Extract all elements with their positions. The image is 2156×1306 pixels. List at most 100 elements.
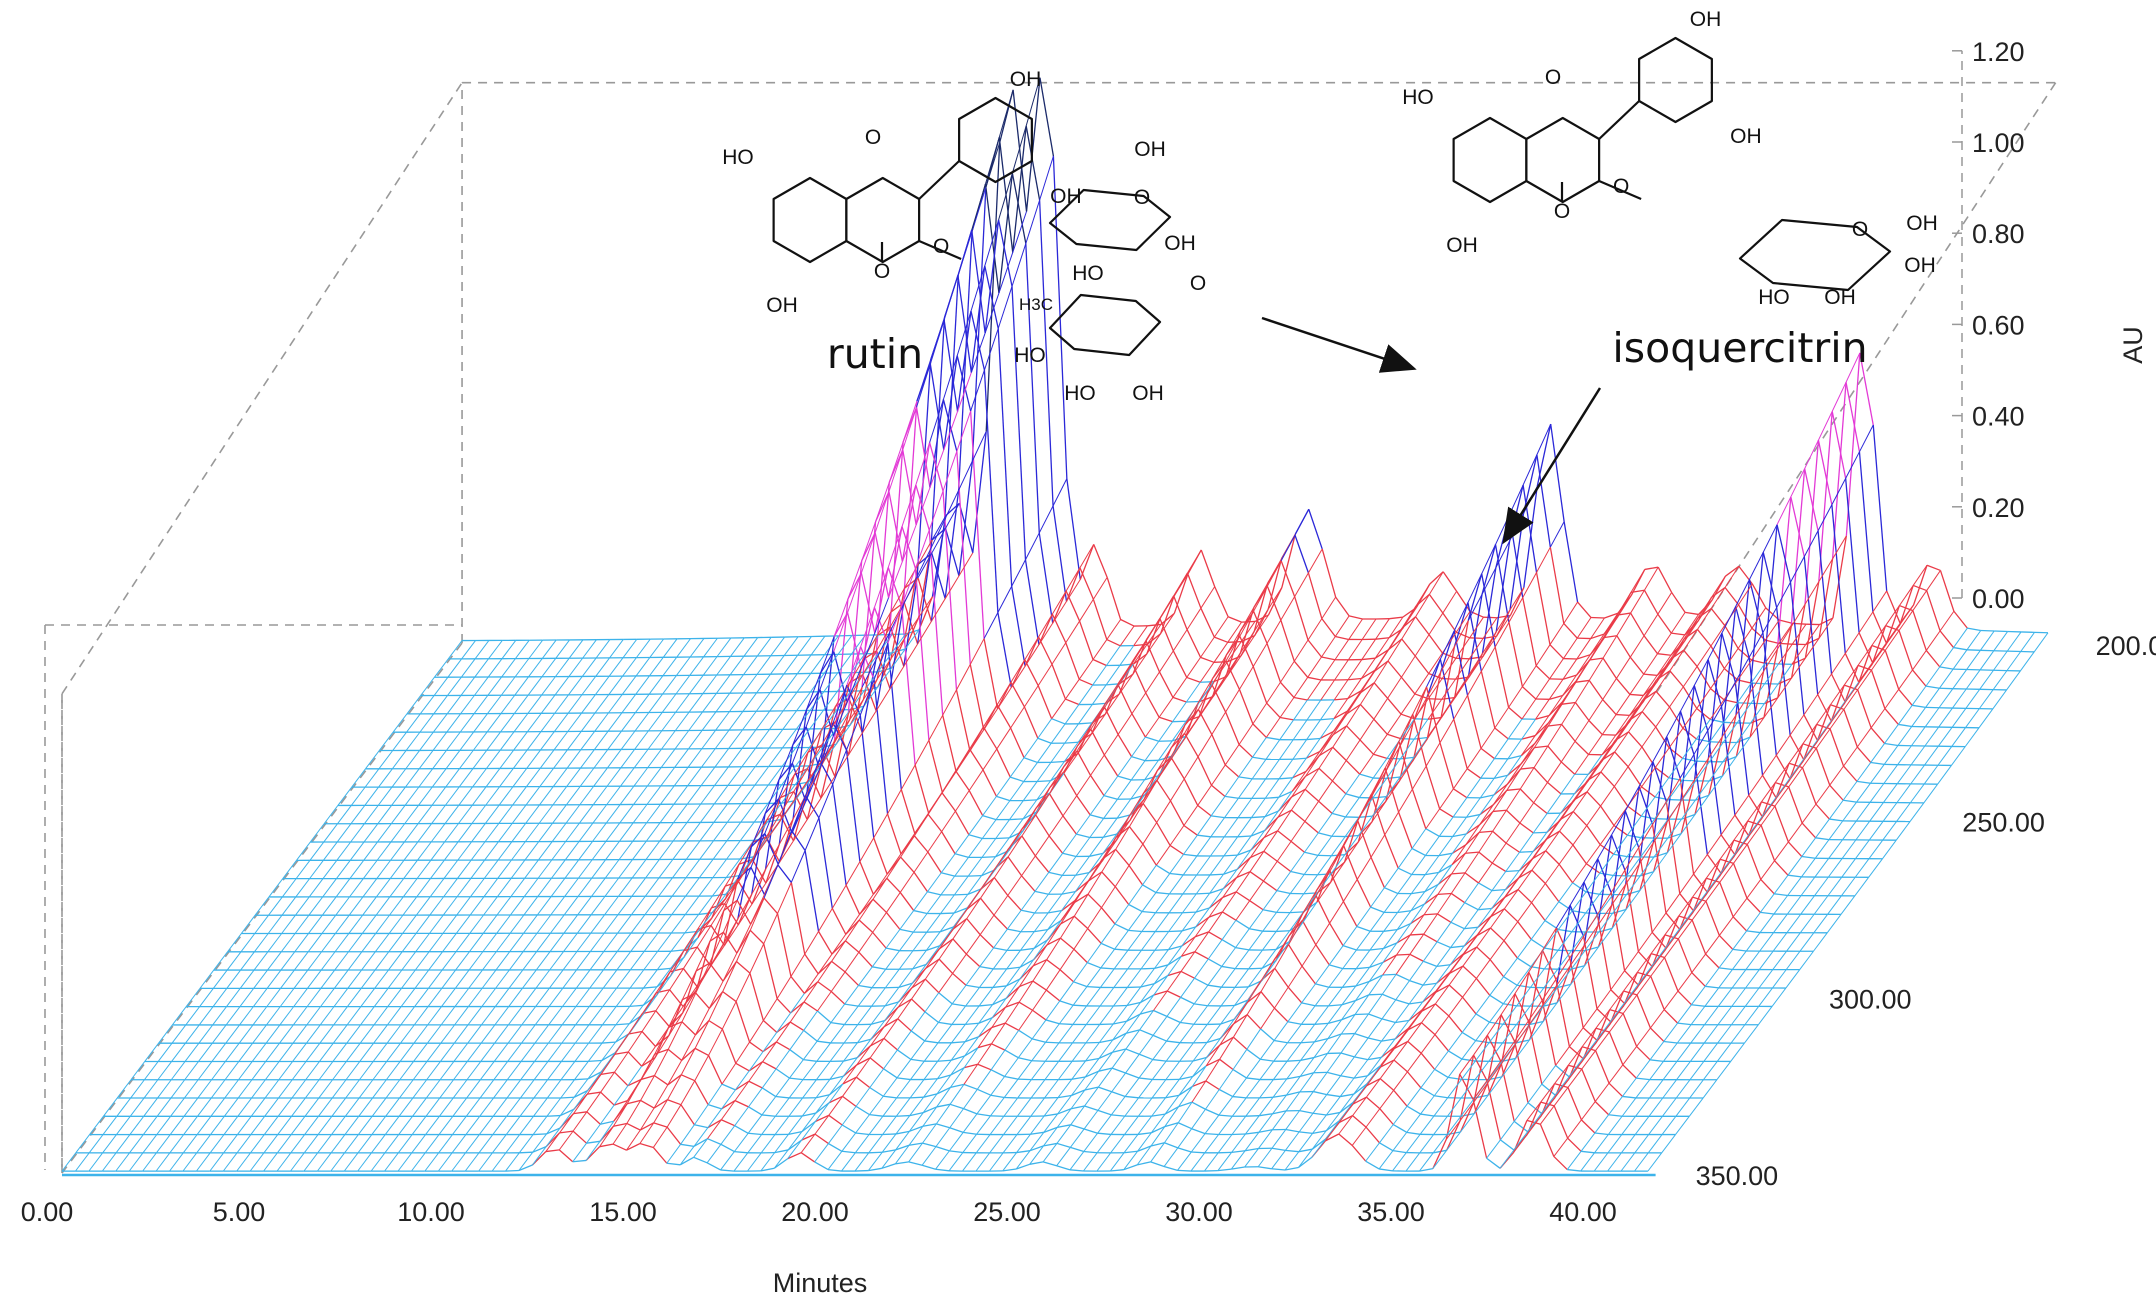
grid-segment (199, 988, 214, 1007)
grid-segment (741, 766, 756, 786)
trace-segment (1682, 757, 1697, 762)
grid-segment (254, 933, 269, 953)
grid-segment (534, 1042, 549, 1062)
trace-segment (1328, 1019, 1342, 1024)
grid-segment (266, 969, 282, 989)
grid-segment (750, 813, 766, 847)
trace-segment (1817, 530, 1833, 675)
trace-segment (1694, 758, 1710, 815)
grid-segment (481, 1006, 496, 1026)
grid-segment (386, 1042, 401, 1062)
trace-segment (1111, 1091, 1126, 1098)
grid-segment (198, 1042, 213, 1062)
trace-segment (828, 1095, 843, 1104)
grid-segment (443, 841, 459, 861)
grid-segment (567, 712, 582, 732)
trace-segment (1207, 984, 1222, 988)
grid-segment (643, 969, 658, 989)
grid-segment (807, 729, 823, 753)
grid-segment (727, 784, 742, 805)
grid-segment (331, 1097, 347, 1117)
grid-segment (714, 766, 729, 786)
grid-segment (739, 821, 755, 841)
trace-segment (1549, 547, 1565, 624)
grid-segment (546, 1097, 562, 1117)
trace-segment (1684, 611, 1699, 616)
grid-segment (593, 749, 609, 769)
trace-segment (991, 1043, 1006, 1051)
grid-segment (537, 859, 553, 879)
grid-segment (942, 355, 958, 400)
trace-segment (1493, 783, 1508, 796)
grid-segment (888, 449, 904, 492)
trace-segment (1453, 788, 1468, 799)
trace-segment (1574, 702, 1590, 721)
trace-segment (1315, 983, 1330, 988)
grid-segment (347, 951, 363, 971)
grid-segment (683, 937, 699, 958)
grid-segment (791, 801, 807, 834)
grid-segment (75, 1152, 90, 1172)
trace-segment (1076, 795, 1091, 816)
grid-segment (508, 969, 524, 989)
trace-segment (1223, 868, 1238, 875)
grid-segment (506, 1079, 522, 1099)
trace-segment (1177, 1147, 1192, 1153)
trace-segment (601, 1052, 616, 1062)
grid-segment (809, 691, 825, 711)
grid-segment (674, 748, 689, 768)
grid-segment (795, 747, 810, 767)
grid-segment (847, 572, 862, 613)
trace-segment (1718, 934, 1734, 950)
trace-segment (693, 1138, 708, 1147)
trace-segment (1500, 1061, 1515, 1122)
grid-segment (592, 785, 608, 805)
trace-segment (1540, 1101, 1555, 1107)
trace-segment (1123, 1164, 1138, 1171)
trace-segment (1101, 871, 1116, 888)
grid-segment (532, 1115, 548, 1135)
trace-segment (1009, 818, 1024, 821)
trace-segment (1266, 736, 1280, 741)
grid-segment (347, 988, 362, 1007)
grid-segment (699, 840, 714, 860)
grid-segment (224, 1061, 240, 1081)
trace-segment (1325, 1120, 1340, 1132)
trace-segment (1530, 938, 1546, 949)
trace-segment (1311, 1138, 1327, 1150)
trace-segment (1707, 633, 1723, 759)
grid-segment (686, 803, 702, 823)
trace-segment (1466, 813, 1481, 818)
grid-segment (1025, 532, 1040, 560)
grid-segment (572, 1111, 588, 1132)
grid-segment (158, 1024, 173, 1044)
grid-segment (969, 638, 985, 665)
grid-segment (649, 638, 665, 658)
grid-segment (955, 748, 970, 772)
grid-segment (653, 1099, 668, 1124)
grid-segment (819, 735, 834, 770)
trace-segment (1568, 1064, 1582, 1070)
trace-segment (1678, 896, 1694, 932)
grid-segment (715, 674, 731, 694)
grid-segment (374, 933, 390, 953)
grid-segment (213, 951, 228, 971)
grid-segment (518, 1134, 534, 1154)
grid-segment (426, 1024, 442, 1044)
grid-segment (667, 1021, 683, 1050)
grid-segment (630, 914, 646, 934)
grid-segment (541, 639, 557, 659)
trace-segment (573, 1111, 587, 1115)
trace-segment (1479, 810, 1494, 826)
grid-segment (970, 332, 986, 373)
trace-segment (1535, 665, 1551, 680)
grid-segment (239, 988, 255, 1007)
grid-segment (482, 914, 498, 934)
grid-segment (574, 1061, 589, 1080)
trace-segment (828, 1168, 842, 1172)
grid-segment (565, 822, 580, 842)
grid-segment (460, 676, 476, 696)
grid-segment (388, 914, 404, 934)
grid-segment (741, 729, 757, 749)
trace-segment (902, 449, 917, 525)
